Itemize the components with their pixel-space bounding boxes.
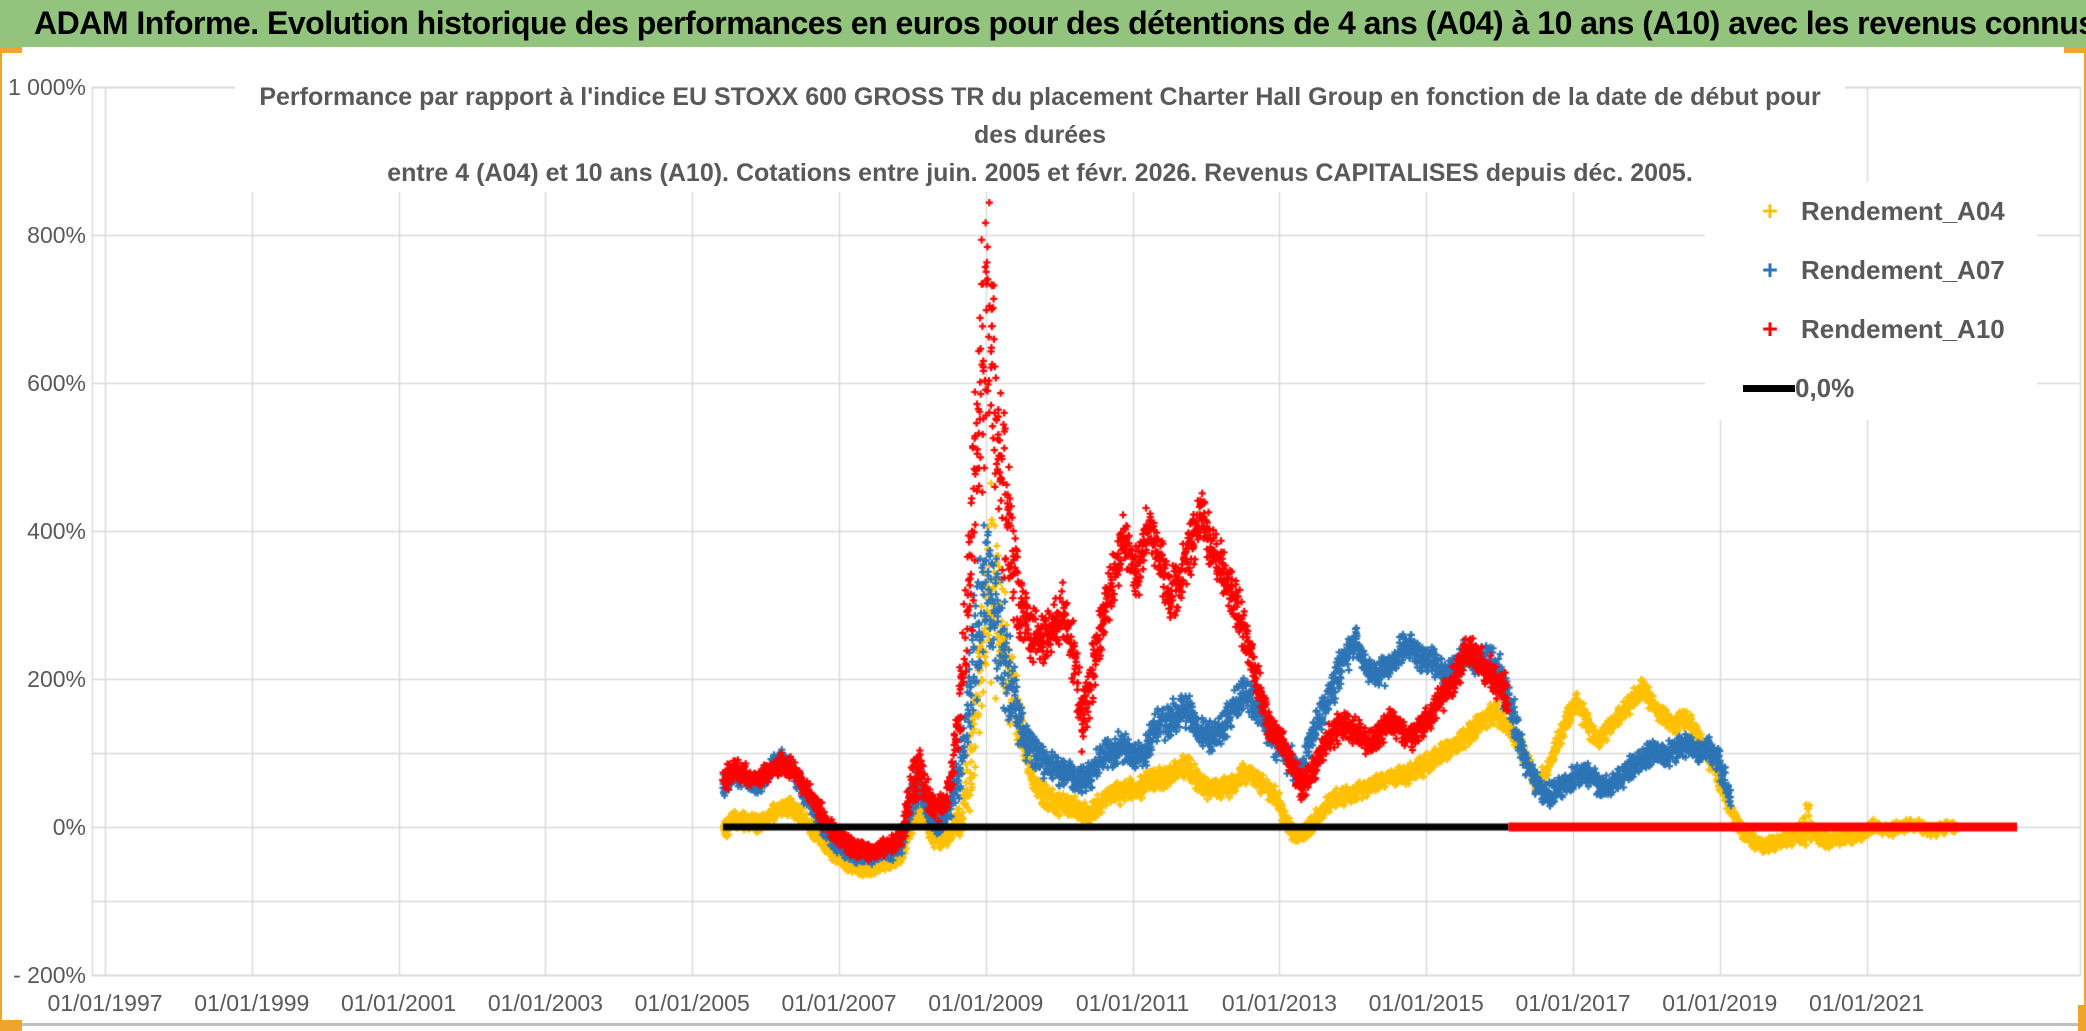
plus-marker-icon: + <box>1762 255 1778 285</box>
x-tick-label: 01/01/1997 <box>47 990 163 1016</box>
legend-label: 0,0% <box>1795 373 1855 403</box>
legend-label: Rendement_A10 <box>1801 314 2005 344</box>
chart-legend: + Rendement_A04 + Rendement_A07 + Rendem… <box>1705 182 2037 420</box>
chart-title: Performance par rapport à l'indice EU ST… <box>235 78 1845 192</box>
x-tick-label: 01/01/2007 <box>781 990 897 1016</box>
x-tick-label: 01/01/2005 <box>634 990 750 1016</box>
chart-title-line1: Performance par rapport à l'indice EU ST… <box>259 83 1821 149</box>
y-tick-label: - 200% <box>13 962 86 988</box>
y-tick-label: 0% <box>52 814 86 840</box>
x-tick-label: 01/01/2001 <box>341 990 457 1016</box>
x-tick-label: 01/01/2011 <box>1075 990 1190 1016</box>
x-tick-label: 01/01/2009 <box>928 990 1044 1016</box>
x-tick-label: 01/01/2017 <box>1515 990 1631 1016</box>
y-tick-label: 400% <box>27 518 86 544</box>
x-tick-label: 01/01/2021 <box>1809 990 1925 1016</box>
x-tick-label: 01/01/2013 <box>1221 990 1337 1016</box>
x-tick-label: 01/01/1999 <box>194 990 310 1016</box>
chart-title-line2: entre 4 (A04) et 10 ans (A10). Cotations… <box>387 159 1693 187</box>
legend-item-rendement-a07: + Rendement_A07 <box>1705 241 2037 300</box>
y-tick-label: 600% <box>27 370 86 396</box>
plus-marker-icon: + <box>1762 196 1778 226</box>
legend-label: Rendement_A07 <box>1801 255 2005 285</box>
y-tick-label: 800% <box>27 222 86 248</box>
x-tick-label: 01/01/2003 <box>487 990 603 1016</box>
y-tick-label: 200% <box>27 666 86 692</box>
legend-item-zero-line: 0,0% <box>1705 359 2037 418</box>
y-tick-label: 1 000% <box>7 74 86 100</box>
legend-item-rendement-a04: + Rendement_A04 <box>1705 182 2037 241</box>
x-tick-label: 01/01/2015 <box>1368 990 1484 1016</box>
legend-label: Rendement_A04 <box>1801 196 2005 226</box>
black-line-icon <box>1743 385 1795 392</box>
legend-item-rendement-a10: + Rendement_A10 <box>1705 300 2037 359</box>
plus-marker-icon: + <box>1762 314 1778 344</box>
x-tick-label: 01/01/2019 <box>1662 990 1778 1016</box>
